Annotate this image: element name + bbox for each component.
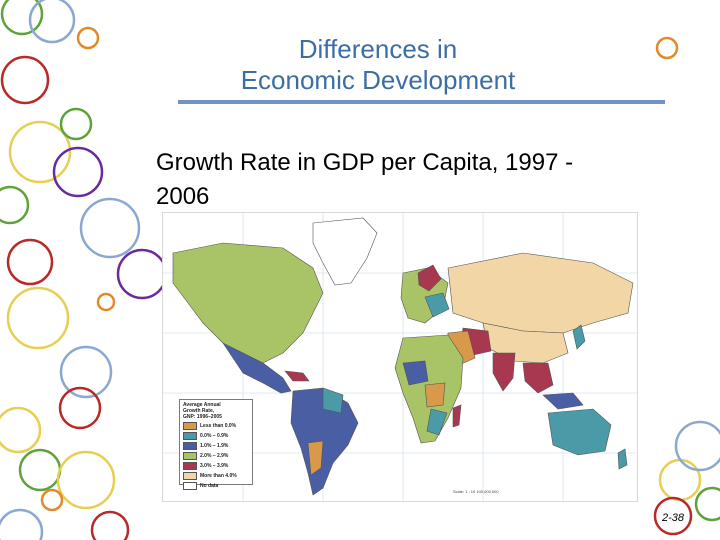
- slide-subtitle: Growth Rate in GDP per Capita, 1997 - 20…: [156, 146, 676, 214]
- legend-swatch: [183, 452, 197, 460]
- title-divider: [178, 100, 665, 104]
- legend-title-line: GNP: 1996–2005: [183, 414, 222, 420]
- legend-swatch: [183, 472, 197, 480]
- slide-number: 2-38: [662, 512, 685, 524]
- circle-ring: [40, 488, 64, 512]
- circle-ring: [674, 420, 720, 472]
- legend-swatch: [183, 442, 197, 450]
- map-region: [617, 448, 628, 470]
- legend-item: 3.0% – 3.9%: [183, 462, 249, 470]
- circle-ring: [8, 120, 72, 184]
- map-region: [307, 440, 324, 476]
- map-region: [322, 387, 344, 414]
- slide-title-line: Differences in: [298, 34, 458, 64]
- circle-ring: [0, 406, 42, 454]
- map-region: [522, 362, 554, 394]
- legend-label: 0.0% – 0.9%: [200, 433, 229, 439]
- legend-swatch: [183, 482, 197, 490]
- legend-item: No data: [183, 482, 249, 490]
- circle-ring: [59, 345, 113, 399]
- legend-swatch: [183, 422, 197, 430]
- map-region: [290, 387, 359, 496]
- map-scale-note: Scale: 1 : 10 100,000,000: [453, 489, 499, 494]
- legend-label: 2.0% – 2.9%: [200, 453, 229, 459]
- legend-label: 1.0% – 1.9%: [200, 443, 229, 449]
- circle-ring: [0, 185, 30, 225]
- legend-title-line: Growth Rate,: [183, 408, 215, 414]
- map-region: [424, 292, 450, 318]
- map-region: [426, 408, 448, 436]
- circle-ring: [0, 0, 44, 36]
- map-region: [284, 370, 310, 382]
- slide-subtitle-line: 2006: [156, 183, 210, 210]
- legend-label: More than 4.0%: [200, 473, 237, 479]
- map-legend: Average Annual Growth Rate, GNP: 1996–20…: [179, 399, 253, 490]
- legend-item: Less than 0.0%: [183, 422, 249, 430]
- map-region: [452, 404, 462, 428]
- legend-swatch: [183, 432, 197, 440]
- circle-ring: [28, 0, 76, 44]
- legend-item: 1.0% – 1.9%: [183, 442, 249, 450]
- circle-ring: [90, 510, 130, 540]
- circle-ring: [655, 36, 679, 60]
- map-region: [417, 264, 442, 292]
- legend-item: More than 4.0%: [183, 472, 249, 480]
- circle-ring: [694, 486, 720, 522]
- map-region: [492, 352, 516, 392]
- circle-ring: [658, 458, 702, 502]
- map-region: [402, 360, 429, 386]
- circle-ring: [6, 286, 70, 350]
- circle-ring: [76, 26, 100, 50]
- map-region: [222, 342, 292, 394]
- map-region: [172, 242, 324, 364]
- slide-subtitle-line: Growth Rate in GDP per Capita, 1997 -: [156, 149, 574, 176]
- legend-item: 2.0% – 2.9%: [183, 452, 249, 460]
- legend-title-line: Average Annual: [183, 402, 221, 408]
- circle-ring: [18, 448, 62, 492]
- legend-label: Less than 0.0%: [200, 423, 237, 429]
- legend-item: 0.0% – 0.9%: [183, 432, 249, 440]
- circle-ring: [96, 292, 116, 312]
- map-region: [547, 408, 612, 456]
- circle-ring: [56, 450, 116, 510]
- legend-title: Average Annual Growth Rate, GNP: 1996–20…: [183, 402, 249, 420]
- circle-ring: [52, 146, 104, 198]
- circle-ring: [0, 508, 44, 540]
- circle-ring: [79, 197, 141, 259]
- world-map: Average Annual Growth Rate, GNP: 1996–20…: [162, 212, 638, 502]
- legend-label: 3.0% – 3.9%: [200, 463, 229, 469]
- legend-label: No data: [200, 483, 219, 489]
- circle-ring: [59, 107, 93, 141]
- map-region: [447, 252, 634, 334]
- map-region: [572, 324, 586, 350]
- slide-title-line: Economic Development: [240, 65, 516, 95]
- circle-ring: [6, 238, 54, 286]
- slide-title: Differences in Economic Development: [150, 34, 606, 96]
- map-region: [424, 382, 446, 408]
- circle-ring: [653, 496, 693, 536]
- circle-ring: [58, 386, 102, 430]
- map-region: [542, 392, 584, 410]
- map-region: [312, 217, 378, 286]
- circle-ring: [116, 248, 168, 300]
- circle-ring: [0, 55, 50, 105]
- legend-swatch: [183, 462, 197, 470]
